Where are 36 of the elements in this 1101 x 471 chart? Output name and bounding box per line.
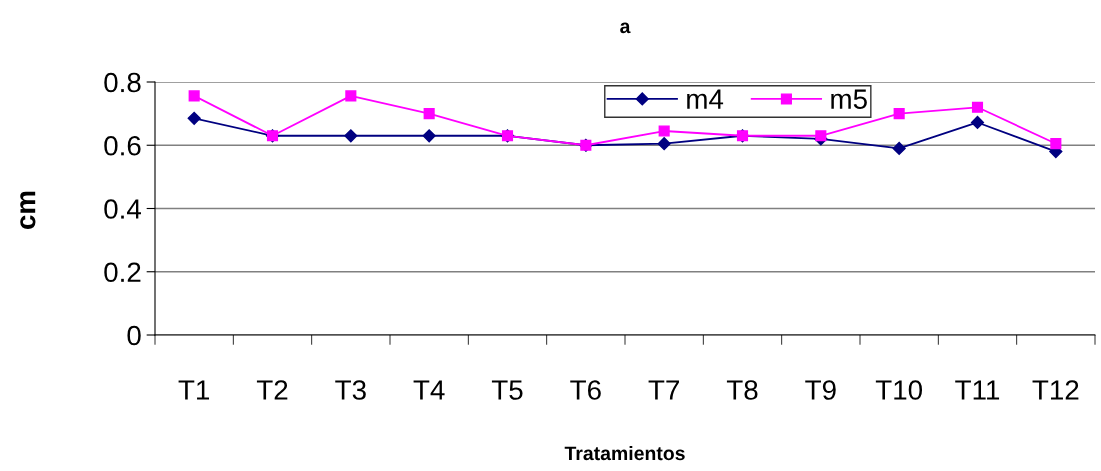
point	[892, 141, 906, 156]
point	[658, 125, 670, 137]
y-tick-label: 0.4	[104, 199, 141, 219]
point	[188, 90, 200, 102]
legend-label: m5	[831, 89, 867, 109]
x-tick-label: T5	[491, 380, 523, 400]
x-tick-label: T12	[1032, 380, 1079, 400]
y-tick-label: 0.8	[104, 72, 141, 93]
chart-title: a	[620, 22, 631, 34]
x-tick-label: T4	[413, 380, 445, 400]
point	[970, 115, 985, 130]
point	[893, 108, 905, 120]
point	[657, 137, 671, 151]
point	[815, 130, 827, 142]
point	[344, 129, 358, 143]
y-axis-title: cm	[20, 191, 36, 229]
x-tick-label: T10	[875, 380, 923, 400]
point	[422, 129, 436, 143]
x-tick-label: T11	[955, 380, 1000, 400]
legend-label: m4	[687, 89, 724, 109]
x-tick-label: T3	[335, 380, 366, 400]
y-tick-label: 0.2	[104, 262, 141, 283]
x-tick-label: T9	[805, 380, 836, 400]
x-tick-label: T2	[256, 380, 288, 400]
point	[1050, 138, 1062, 150]
x-tick-label: T7	[648, 380, 679, 400]
point	[345, 90, 357, 102]
x-tick-label: T6	[570, 380, 601, 400]
x-axis-title: Tratamientos	[564, 445, 685, 461]
y-tick-label: 0.6	[104, 135, 141, 156]
point	[971, 101, 984, 113]
point	[187, 111, 201, 125]
x-tick-label: T8	[726, 380, 758, 400]
x-tick-label: T1	[178, 380, 210, 400]
y-tick-label: 0	[127, 325, 141, 346]
point	[423, 108, 435, 120]
